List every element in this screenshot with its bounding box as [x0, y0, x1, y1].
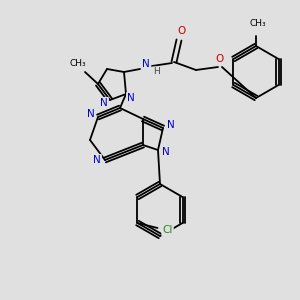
Text: H: H [153, 68, 159, 76]
Text: N: N [167, 120, 175, 130]
Text: O: O [177, 26, 185, 36]
Text: N: N [87, 109, 95, 119]
Text: O: O [216, 54, 224, 64]
Text: N: N [142, 59, 150, 69]
Text: CH₃: CH₃ [250, 20, 266, 28]
Text: CH₃: CH₃ [70, 58, 86, 68]
Text: N: N [93, 155, 101, 165]
Text: N: N [162, 147, 170, 157]
Text: N: N [100, 98, 108, 108]
Text: N: N [127, 93, 135, 103]
Text: Cl: Cl [162, 225, 173, 235]
